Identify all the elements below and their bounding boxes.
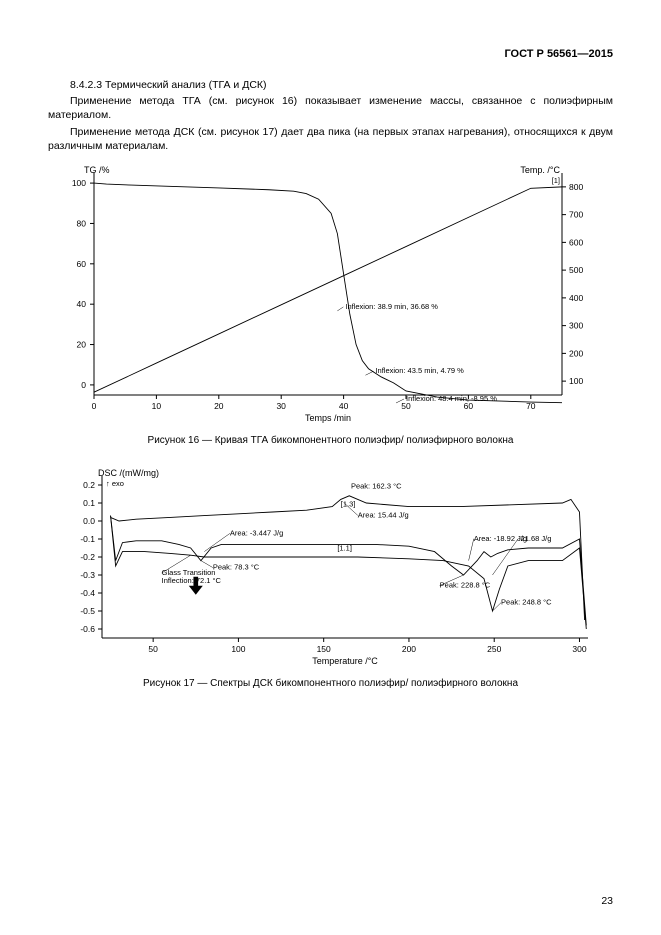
svg-text:Inflection: 72.1 °C: Inflection: 72.1 °C xyxy=(162,576,222,585)
svg-text:300: 300 xyxy=(569,320,583,330)
svg-text:100: 100 xyxy=(72,178,86,188)
svg-text:-0.3: -0.3 xyxy=(80,570,95,580)
svg-text:Peak: 162.3 °C: Peak: 162.3 °C xyxy=(351,481,402,490)
svg-text:Area: -3.447 J/g: Area: -3.447 J/g xyxy=(230,528,283,537)
svg-text:TG /%: TG /% xyxy=(84,165,110,175)
svg-text:30: 30 xyxy=(276,401,286,411)
body-text: 8.4.2.3 Термический анализ (ТГА и ДСК) П… xyxy=(48,78,613,153)
para-3: Применение метода ДСК (см. рисунок 17) д… xyxy=(48,125,613,153)
figure-17-caption: Рисунок 17 — Спектры ДСК бикомпонентного… xyxy=(48,678,613,689)
page-number: 23 xyxy=(601,895,613,907)
svg-text:40: 40 xyxy=(339,401,349,411)
svg-text:600: 600 xyxy=(569,237,583,247)
para-1: 8.4.2.3 Термический анализ (ТГА и ДСК) xyxy=(48,78,613,92)
svg-text:↑ exo: ↑ exo xyxy=(106,479,124,488)
svg-text:50: 50 xyxy=(148,644,158,654)
svg-text:Peak: 228.8 °C: Peak: 228.8 °C xyxy=(440,580,491,589)
svg-text:80: 80 xyxy=(77,218,87,228)
svg-text:Area: 15.44 J/g: Area: 15.44 J/g xyxy=(358,510,409,519)
svg-text:Temp. /°C: Temp. /°C xyxy=(520,165,560,175)
svg-text:40: 40 xyxy=(77,299,87,309)
figure-16: 010203040506070Temps /min020406080100TG … xyxy=(48,165,613,425)
svg-text:-21.68 J/g: -21.68 J/g xyxy=(518,534,551,543)
svg-text:500: 500 xyxy=(569,265,583,275)
svg-text:700: 700 xyxy=(569,209,583,219)
svg-text:Peak: 248.8 °C: Peak: 248.8 °C xyxy=(501,598,552,607)
svg-text:0.1: 0.1 xyxy=(83,498,95,508)
svg-text:250: 250 xyxy=(487,644,501,654)
svg-text:0: 0 xyxy=(81,380,86,390)
svg-text:-0.6: -0.6 xyxy=(80,624,95,634)
svg-text:0: 0 xyxy=(92,401,97,411)
figure-16-caption: Рисунок 16 — Кривая ТГА бикомпонентного … xyxy=(48,435,613,446)
svg-text:-0.5: -0.5 xyxy=(80,606,95,616)
svg-text:[1.1]: [1.1] xyxy=(337,544,352,553)
svg-text:10: 10 xyxy=(152,401,162,411)
svg-text:Inflexion: 43.5 min, 4.79 %: Inflexion: 43.5 min, 4.79 % xyxy=(375,366,464,375)
tga-chart: 010203040506070Temps /min020406080100TG … xyxy=(48,165,608,425)
svg-text:-0.2: -0.2 xyxy=(80,552,95,562)
svg-text:Inflexion: 38.9 min, 36.68 %: Inflexion: 38.9 min, 36.68 % xyxy=(345,302,438,311)
svg-text:20: 20 xyxy=(77,339,87,349)
svg-text:0.2: 0.2 xyxy=(83,480,95,490)
svg-text:0.0: 0.0 xyxy=(83,516,95,526)
svg-text:400: 400 xyxy=(569,293,583,303)
svg-text:200: 200 xyxy=(569,348,583,358)
svg-text:-0.4: -0.4 xyxy=(80,588,95,598)
doc-header: ГОСТ Р 56561—2015 xyxy=(48,48,613,60)
para-2: Применение метода ТГА (см. рисунок 16) п… xyxy=(48,94,613,122)
svg-text:Temps /min: Temps /min xyxy=(305,413,351,423)
svg-text:Inflexion: 48.4 min, -8.95 %: Inflexion: 48.4 min, -8.95 % xyxy=(406,394,497,403)
svg-text:[1.3]: [1.3] xyxy=(341,499,356,508)
svg-text:150: 150 xyxy=(317,644,331,654)
figure-17: 50 100 150 200 250 300 Temperature /°C -0.6 -0.5… xyxy=(48,468,613,668)
svg-text:200: 200 xyxy=(402,644,416,654)
svg-text:[1]: [1] xyxy=(552,176,560,185)
svg-text:Peak: 78.3 °C: Peak: 78.3 °C xyxy=(213,562,260,571)
svg-text:Temperature /°C: Temperature /°C xyxy=(312,656,378,666)
svg-text:100: 100 xyxy=(231,644,245,654)
svg-text:60: 60 xyxy=(77,259,87,269)
dsc-chart: 50 100 150 200 250 300 Temperature /°C -0.6 -0.5… xyxy=(48,468,608,668)
svg-text:DSC /(mW/mg): DSC /(mW/mg) xyxy=(98,468,159,478)
svg-text:100: 100 xyxy=(569,376,583,386)
svg-text:20: 20 xyxy=(214,401,224,411)
svg-text:-0.1: -0.1 xyxy=(80,534,95,544)
svg-text:800: 800 xyxy=(569,182,583,192)
svg-text:300: 300 xyxy=(572,644,586,654)
